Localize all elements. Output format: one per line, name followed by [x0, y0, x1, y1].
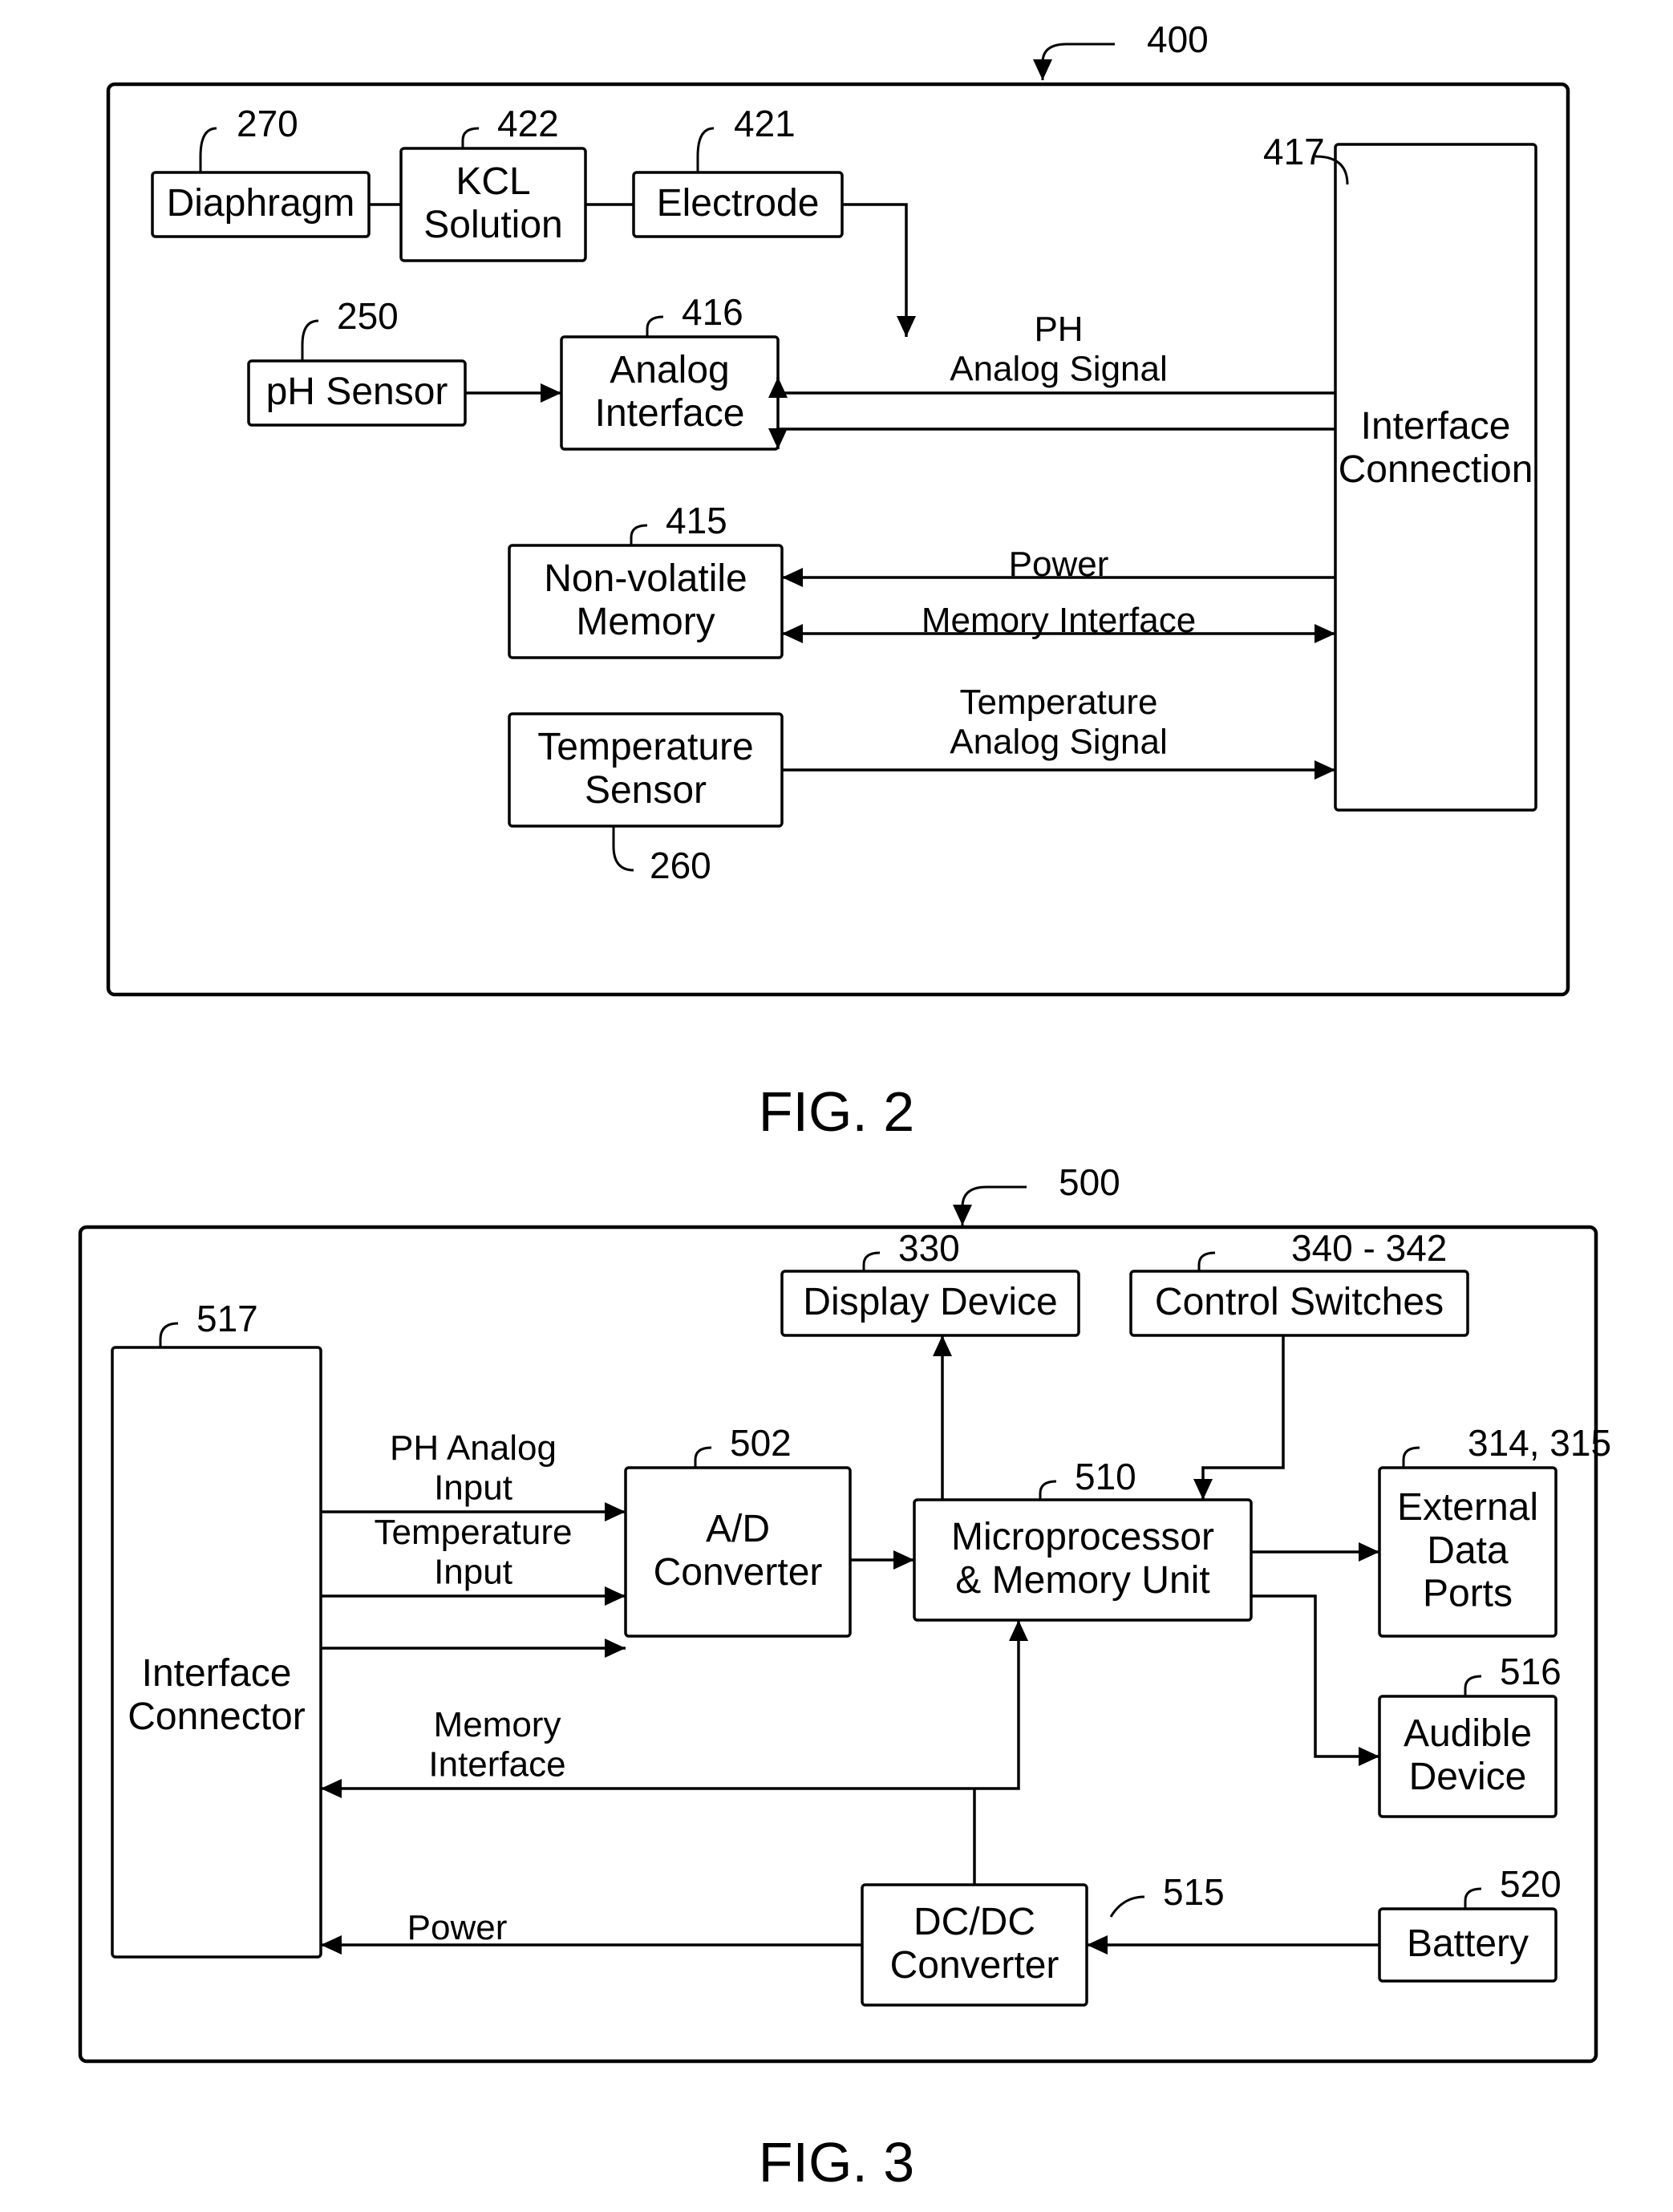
fig3-label-ifc: InterfaceConnector [128, 1652, 305, 1738]
arrow-head [541, 383, 561, 403]
fig3-lead-515 [1111, 1897, 1144, 1917]
arrow-head [1009, 1620, 1028, 1641]
fig3-label-aud: AudibleDevice [1404, 1712, 1532, 1798]
arrow-head [953, 1205, 972, 1226]
fig2-label-analogif: AnalogInterface [595, 349, 745, 435]
fig2-ref-422: 422 [497, 103, 559, 144]
fig3-lead-340 [1199, 1253, 1215, 1271]
fig3-lead-516 [1465, 1676, 1481, 1696]
arrow-head [1314, 624, 1335, 643]
fig3-label-ctrl: Control Switches [1155, 1281, 1444, 1323]
arrow-head [1359, 1747, 1379, 1766]
fig2-edge-label: TemperatureAnalog Signal [950, 683, 1168, 761]
arrow-head [933, 1335, 952, 1356]
fig3-ref-515: 515 [1163, 1871, 1225, 1913]
fig2-edge-label: Power [1009, 545, 1109, 584]
fig3-lead-502 [695, 1448, 711, 1468]
fig2-edge-label: PHAnalog Signal [950, 310, 1168, 388]
fig3-edge-label: MemoryInterface [428, 1705, 565, 1784]
arrow-head [321, 1779, 342, 1798]
arrow-head [782, 568, 803, 587]
fig2-lead-250 [302, 321, 318, 361]
fig2-ref-417: 417 [1263, 131, 1325, 172]
arrow-head [1314, 760, 1335, 780]
fig3-edge-label: PH AnalogInput [390, 1428, 557, 1507]
fig3-lead-314 [1404, 1448, 1420, 1468]
fig3-ref-330: 330 [898, 1227, 960, 1269]
fig2-lead-260 [614, 826, 634, 870]
fig2-edge-label: Memory Interface [922, 601, 1196, 640]
fig2-pointer-lead [1043, 44, 1115, 80]
arrow-head [893, 1550, 914, 1570]
fig3-ref-314: 314, 315 [1468, 1422, 1611, 1464]
fig2-ref-250: 250 [337, 295, 399, 337]
arrow-head [897, 316, 916, 337]
arrow-head [1087, 1935, 1108, 1955]
fig3-edge [321, 1620, 1019, 1789]
arrow-head [605, 1502, 626, 1521]
fig2-label-electrode: Electrode [657, 182, 820, 225]
arrow-head [1359, 1542, 1379, 1562]
fig3-ref-516: 516 [1500, 1651, 1562, 1692]
fig3-lead-517 [160, 1323, 178, 1347]
fig2-caption: FIG. 2 [759, 1080, 914, 1143]
fig3-edge [1203, 1335, 1283, 1500]
fig3-ref-340: 340 - 342 [1291, 1227, 1447, 1269]
fig3-ref-520: 520 [1500, 1863, 1562, 1905]
arrow-head [605, 1639, 626, 1658]
fig3-caption: FIG. 3 [759, 2131, 914, 2194]
fig3-pointer-text: 500 [1059, 1161, 1120, 1203]
fig2-edge [778, 429, 1335, 449]
fig3-lead-510 [1040, 1481, 1056, 1500]
fig3-label-dcdc: DC/DCConverter [890, 1901, 1059, 1987]
arrow-head [605, 1586, 626, 1606]
fig2-ref-260: 260 [650, 845, 711, 886]
fig2-ref-416: 416 [682, 291, 743, 333]
fig3-ref-510: 510 [1075, 1456, 1136, 1497]
fig3-pointer-lead [962, 1187, 1027, 1226]
fig2-lead-415 [631, 525, 647, 545]
fig3-edge-label: TemperatureInput [374, 1513, 572, 1591]
arrow-head [1193, 1479, 1213, 1500]
fig3-label-disp: Display Device [803, 1281, 1057, 1323]
fig3-label-mpu: Microprocessor& Memory Unit [951, 1516, 1214, 1602]
fig2-lead-416 [647, 317, 663, 337]
fig2-ref-270: 270 [237, 103, 298, 144]
fig3-lead-330 [864, 1253, 880, 1271]
arrow-head [321, 1935, 342, 1955]
fig3-label-batt: Battery [1407, 1922, 1529, 1965]
fig3-ref-502: 502 [730, 1422, 792, 1464]
arrow-head [1033, 59, 1052, 80]
fig2-lead-422 [463, 128, 479, 148]
fig3-lead-520 [1465, 1889, 1481, 1909]
fig2-lead-270 [201, 128, 217, 172]
fig2-pointer-text: 400 [1147, 18, 1209, 60]
fig3-edge-label: Power [407, 1908, 508, 1947]
fig2-label-phsensor: pH Sensor [266, 371, 448, 413]
fig2-ref-415: 415 [666, 500, 727, 541]
fig2-lead-421 [698, 128, 714, 172]
fig3-ref-517: 517 [196, 1298, 258, 1339]
fig2-label-ifconn: InterfaceConnection [1339, 405, 1533, 491]
fig3-edge [1251, 1596, 1379, 1756]
fig2-ref-421: 421 [734, 103, 796, 144]
fig2-edge [842, 205, 906, 337]
fig2-label-diaphragm: Diaphragm [167, 182, 355, 225]
arrow-head [782, 624, 803, 643]
